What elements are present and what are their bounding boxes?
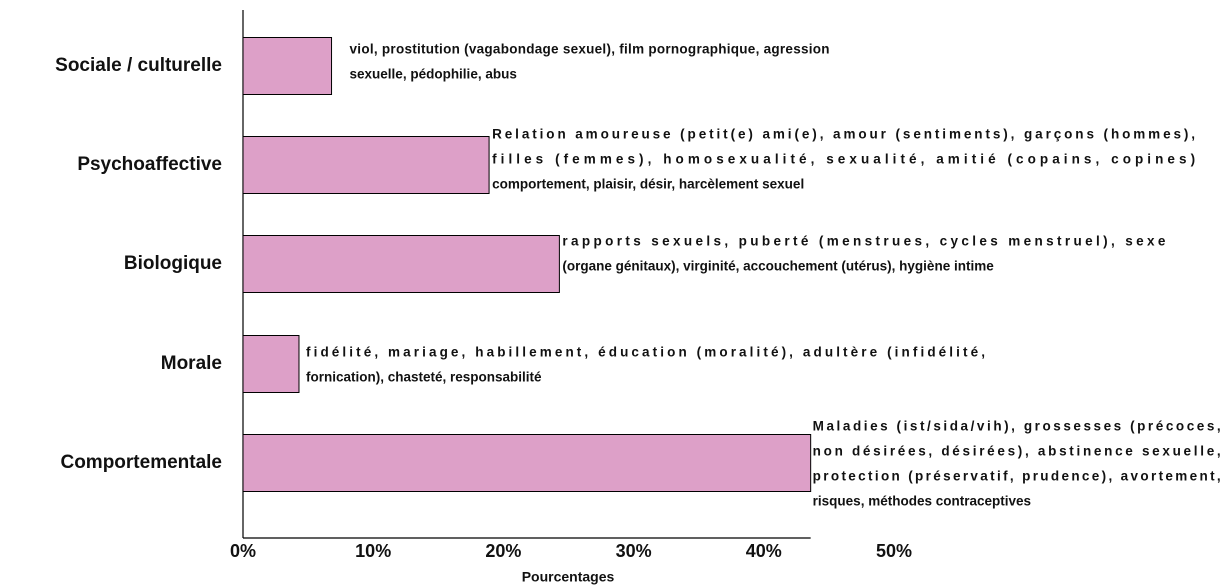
bar — [242, 136, 490, 194]
category-label: Psychoaffective — [77, 154, 222, 175]
bar-annotation: (organe génitaux), virginité, accoucheme… — [562, 259, 994, 274]
bar — [242, 235, 560, 293]
bar-annotation: rapports sexuels, puberté (menstrues, cy… — [562, 234, 1165, 249]
bar — [242, 434, 812, 492]
bar-annotation: Maladies (ist/sida/vih), grossesses (pré… — [813, 419, 1221, 434]
bar — [242, 37, 333, 95]
category-label: Sociale / culturelle — [55, 55, 222, 76]
x-tick-label: 30% — [616, 541, 652, 561]
bar-annotation: fornication), chasteté, responsabilité — [306, 370, 542, 385]
bar-annotation: viol, prostitution (vagabondage sexuel),… — [350, 42, 830, 57]
category-label: Comportementale — [60, 452, 222, 473]
x-tick-label: 0% — [230, 541, 256, 561]
x-tick-label: 20% — [485, 541, 521, 561]
x-tick-label: 10% — [355, 541, 391, 561]
bar-annotation: fidélité, mariage, habillement, éducatio… — [306, 345, 985, 360]
category-label: Biologique — [124, 253, 222, 274]
category-label: Morale — [161, 353, 222, 374]
bar-annotation: sexuelle, pédophilie, abus — [350, 67, 517, 82]
x-axis-label: Pourcentages — [522, 569, 615, 585]
bar-annotation: non désirées, désirées), abstinence sexu… — [813, 444, 1221, 459]
bar-annotation: risques, méthodes contraceptives — [813, 494, 1031, 509]
bar-annotation: filles (femmes), homosexualité, sexualit… — [492, 152, 1195, 167]
bar-annotation: protection (préservatif, prudence), avor… — [813, 469, 1221, 484]
bar-annotation: Relation amoureuse (petit(e) ami(e), amo… — [492, 127, 1195, 142]
bar — [242, 335, 300, 393]
x-tick-label: 40% — [746, 541, 782, 561]
x-tick-label: 50% — [876, 541, 912, 561]
bar-annotation: comportement, plaisir, désir, harcèlemen… — [492, 177, 804, 192]
